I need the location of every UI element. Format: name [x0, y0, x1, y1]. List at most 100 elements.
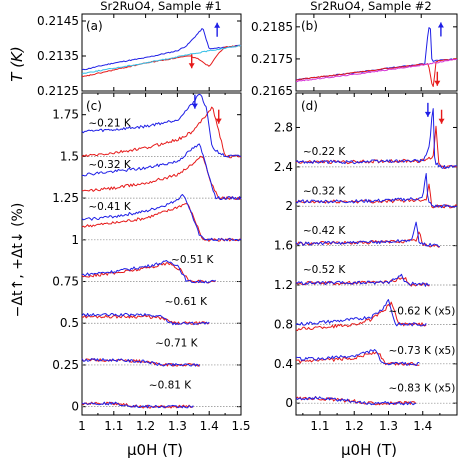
x-tick-label: 1.3 — [379, 419, 398, 433]
temperature-label: ~0.71 K — [155, 338, 199, 350]
y-tick-label: 1.2 — [274, 278, 293, 292]
curve-5: ~0.73 K (x5) — [295, 345, 457, 366]
curve-1: ~0.32 K — [81, 143, 242, 200]
y-tick-label: 1.75 — [52, 108, 79, 122]
sweep-up-arrow — [214, 22, 221, 37]
y-tick-label: 1.5 — [60, 149, 79, 163]
x-tick-label: 1.5 — [231, 419, 250, 433]
title-sample-1: Sr2RuO4, Sample #1 — [100, 0, 222, 13]
x-tick-label: 1.3 — [168, 419, 187, 433]
temperature-label: ~0.22 K — [303, 146, 347, 158]
y-tick-label: 0.4 — [274, 357, 293, 371]
curve-1: ~0.32 K — [295, 173, 458, 209]
axes-frame — [81, 92, 242, 416]
y-tick-label: 1.6 — [274, 239, 293, 253]
y-tick-label: 0.2145 — [37, 14, 79, 28]
y-tick-label: 2.4 — [274, 160, 293, 174]
up-sweep-line — [81, 260, 216, 284]
y-tick-label: 0.8 — [274, 317, 293, 331]
temperature-label: ~0.21 K — [88, 117, 132, 129]
temperature-label: ~0.41 K — [88, 201, 132, 213]
series-up-line — [81, 28, 242, 71]
sweep-up-arrow-head — [424, 111, 431, 117]
y-tick-label: 0.5 — [60, 316, 79, 330]
y-tick-label: 2 — [285, 199, 293, 213]
curve-0: ~0.21 K — [81, 93, 242, 159]
y-tick-label: 2.8 — [274, 120, 293, 134]
temperature-label: ~0.51 K — [171, 254, 215, 266]
y-tick-label: 0.2175 — [251, 52, 293, 66]
curve-4: ~0.62 K (x5) — [295, 299, 457, 332]
x-tick-label: 1 — [78, 419, 86, 433]
panel-a: (a) 0.2125 0.2135 0.2145 — [37, 13, 242, 98]
up-sweep-line — [81, 401, 194, 409]
panels-layer: (a) 0.2125 0.2135 0.2145 (b) 0.2165 0.2175 0.21… — [37, 13, 458, 433]
sweep-up-arrow-head — [214, 22, 221, 28]
title-sample-2: Sr2RuO4, Sample #2 — [310, 0, 432, 13]
curve-5: ~0.71 K — [81, 338, 241, 367]
y-tick-label: 0.2125 — [37, 84, 79, 98]
panel-label: (c) — [86, 99, 102, 113]
y-tick-label: 0.25 — [52, 358, 79, 372]
axes-frame — [295, 13, 458, 92]
panel-b: (b) 0.2165 0.2175 0.2185 — [251, 13, 458, 98]
sweep-down-arrow — [438, 109, 445, 124]
series-magenta-line — [295, 58, 458, 83]
curve-2: ~0.42 K — [295, 221, 457, 248]
up-sweep-line — [295, 108, 458, 169]
sweep-up-arrow-head — [437, 22, 444, 28]
temperature-label: ~0.32 K — [88, 159, 132, 171]
temperature-label: ~0.81 K — [149, 379, 193, 391]
y-tick-label: 0 — [285, 396, 293, 410]
up-sweep-line — [81, 143, 242, 200]
xlabel-left: μ0H (T) — [127, 441, 183, 459]
sweep-down-arrow-head — [215, 118, 222, 124]
panel-label: (a) — [86, 19, 103, 33]
x-tick-label: 1.2 — [136, 419, 155, 433]
sweep-down-arrow — [215, 109, 222, 124]
down-sweep-line — [81, 155, 242, 200]
sweep-up-arrow — [424, 102, 431, 117]
panel-d: (d) 0 0.4 0.8 1.2 1.6 2 2.4 2.8 1.1 1.2 1.3 1.4 ~0.22… — [274, 92, 458, 433]
y-tick-label: 0 — [71, 400, 79, 414]
temperature-label: ~0.32 K — [303, 185, 347, 197]
curve-3: ~0.51 K — [81, 254, 241, 284]
panel-c: (c) 0 0.25 0.5 0.75 1 1.25 1.5 1.75 1 1.1 1.2 1.3 1.4… — [52, 92, 251, 433]
sweep-up-arrow — [437, 22, 444, 37]
up-sweep-line — [295, 299, 427, 327]
y-tick-label: 0.2165 — [251, 84, 293, 98]
x-tick-label: 1.1 — [310, 419, 329, 433]
panel-label: (b) — [301, 19, 318, 33]
sweep-down-arrow — [188, 54, 195, 69]
axes-frame — [295, 92, 458, 416]
sweep-down-arrow-head — [188, 63, 195, 69]
down-sweep-line — [81, 314, 210, 326]
x-tick-label: 1.1 — [104, 419, 123, 433]
up-sweep-line — [81, 312, 210, 326]
curve-6: ~0.81 K — [81, 379, 241, 409]
up-sweep-line — [81, 194, 242, 242]
y-tick-label: 1.25 — [52, 191, 79, 205]
up-sweep-line — [295, 173, 458, 209]
curve-6: ~0.83 K (x5) — [295, 382, 457, 406]
y-tick-label: 0.75 — [52, 275, 79, 289]
x-tick-label: 1.4 — [413, 419, 432, 433]
y-tick-label: 0.2135 — [37, 49, 79, 63]
sweep-up-arrow — [191, 94, 198, 109]
curve-0: ~0.22 K — [295, 108, 458, 169]
x-tick-label: 1.4 — [200, 419, 219, 433]
down-sweep-line — [81, 262, 216, 284]
series-down-line — [295, 58, 458, 87]
curve-3: ~0.52 K — [295, 264, 457, 287]
xlabel-right: μ0H (T) — [341, 441, 397, 459]
y-tick-label: 1 — [71, 233, 79, 247]
up-sweep-line — [295, 273, 430, 287]
up-sweep-line — [295, 221, 441, 248]
down-sweep-line — [81, 106, 242, 159]
sweep-down-arrow — [434, 71, 441, 86]
sweep-down-arrow-head — [438, 118, 445, 124]
sweep-up-arrow-head — [191, 103, 198, 109]
up-sweep-line — [295, 349, 420, 366]
temperature-label: ~0.52 K — [303, 264, 347, 276]
x-tick-label: 1.2 — [345, 419, 364, 433]
